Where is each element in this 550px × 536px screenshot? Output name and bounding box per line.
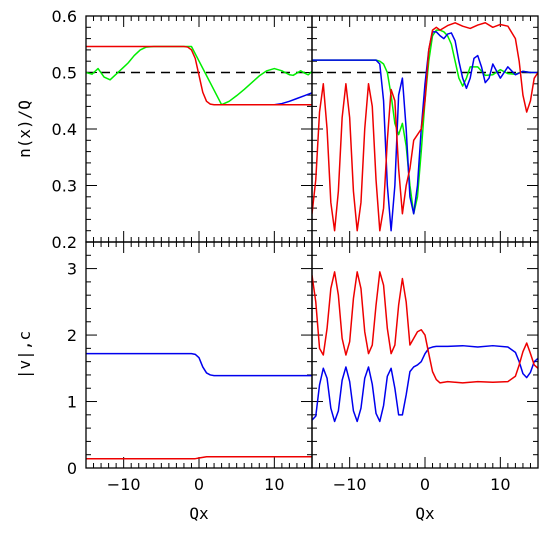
bottom-left-series-0 — [86, 352, 312, 377]
top-right-series-0 — [312, 29, 538, 215]
bottom-left-xtick-label: 0 — [194, 475, 204, 494]
panel-bottom-right: −10 0 10 — [311, 241, 539, 494]
ylabel-bottom: |v|,c — [15, 331, 34, 379]
top-right-frame — [311, 15, 539, 243]
ylabel-top: n(x)/Q — [15, 100, 34, 158]
bottom-right-series-1 — [312, 271, 538, 384]
top-left-series-2 — [86, 45, 312, 106]
bottom-right-xtick-label: −10 — [333, 475, 367, 494]
top-left-series-1 — [251, 92, 312, 106]
bottom-left-ytick-label: 1 — [67, 393, 77, 412]
top-left-ytick-label: 0.4 — [52, 120, 77, 139]
top-left-series-0 — [86, 45, 312, 106]
bottom-right-xtick-label: 0 — [420, 475, 430, 494]
top-left-frame — [85, 15, 313, 243]
bottom-right-series-0 — [312, 344, 538, 423]
bottom-left-frame — [85, 241, 313, 469]
bottom-left-series-1 — [86, 455, 312, 460]
top-right-series-2 — [312, 22, 538, 232]
top-left-ytick-label: 0.2 — [52, 233, 77, 252]
top-left-ytick-label: 0.3 — [52, 177, 77, 196]
top-right-series-1 — [312, 31, 538, 232]
panel-bottom-left: 0 1 2 3 −10 0 10 — [67, 241, 313, 494]
bottom-left-xtick-label: 10 — [264, 475, 284, 494]
bottom-left-ytick-label: 0 — [67, 459, 77, 478]
xlabel-left: Qx — [189, 504, 209, 523]
bottom-left-ytick-label: 3 — [67, 260, 77, 279]
top-left-ytick-label: 0.6 — [52, 7, 77, 26]
bottom-left-ytick-label: 2 — [67, 326, 77, 345]
top-left-ytick-label: 0.5 — [52, 64, 77, 83]
panel-top-right — [311, 15, 539, 243]
xlabel-right: Qx — [415, 504, 435, 523]
bottom-left-xtick-label: −10 — [107, 475, 141, 494]
bottom-right-xtick-label: 10 — [490, 475, 510, 494]
bottom-right-frame — [311, 241, 539, 469]
panel-top-left: 0.2 0.3 0.4 0.5 0.6 — [52, 7, 313, 252]
